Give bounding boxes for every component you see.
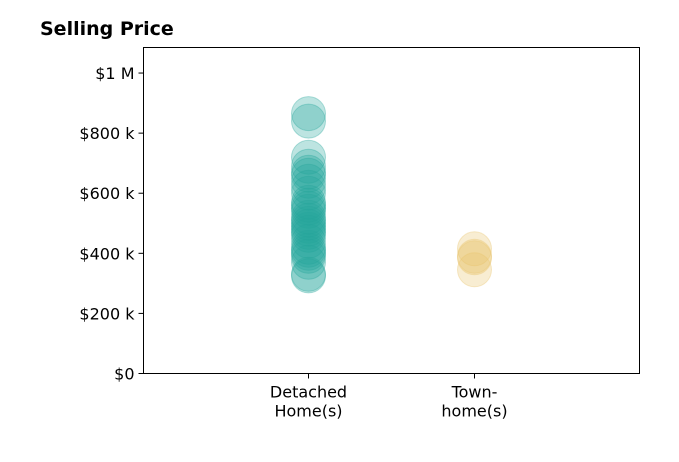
plot-area-frame bbox=[143, 47, 640, 374]
data-points bbox=[291, 96, 492, 294]
data-point bbox=[291, 232, 326, 268]
data-point bbox=[291, 96, 326, 132]
data-point bbox=[457, 238, 492, 274]
y-tick-label: $800 k bbox=[79, 124, 135, 143]
x-tick-label-line: Detached bbox=[270, 383, 347, 402]
data-point bbox=[291, 187, 326, 223]
x-tick-label-line: Home(s) bbox=[274, 402, 342, 421]
data-point bbox=[457, 240, 492, 276]
data-point bbox=[291, 103, 326, 139]
data-point bbox=[291, 184, 326, 220]
x-tick-label: Town-home(s) bbox=[441, 383, 507, 421]
data-point bbox=[291, 154, 326, 190]
data-point bbox=[291, 229, 326, 265]
data-point bbox=[291, 190, 326, 226]
data-point bbox=[291, 208, 326, 244]
data-point bbox=[291, 214, 326, 250]
data-point bbox=[291, 175, 326, 211]
data-point bbox=[291, 238, 326, 274]
y-tick-label: $0 bbox=[114, 365, 134, 384]
data-point bbox=[291, 199, 326, 235]
data-point bbox=[457, 252, 492, 288]
x-tick-label: Detached Home(s) bbox=[270, 383, 347, 421]
data-point bbox=[291, 202, 326, 238]
data-point bbox=[291, 211, 326, 247]
y-axis: $0 $200 k $400 k $600 k $800 k $1 M bbox=[79, 64, 144, 384]
y-tick-label: $1 M bbox=[95, 64, 134, 83]
x-tick-label-line: home(s) bbox=[441, 402, 507, 421]
data-point bbox=[291, 169, 326, 205]
data-point bbox=[291, 244, 326, 280]
data-point bbox=[291, 148, 326, 184]
data-point bbox=[291, 223, 326, 259]
data-point bbox=[291, 157, 326, 193]
data-point bbox=[291, 139, 326, 175]
chart-title: Selling Price bbox=[40, 18, 174, 40]
y-tick-label: $200 k bbox=[79, 304, 135, 323]
x-tick-label-line: Town- bbox=[451, 383, 498, 402]
x-axis: Detached Home(s) Town-home(s) bbox=[270, 373, 508, 421]
y-tick-label: $600 k bbox=[79, 184, 135, 203]
data-point bbox=[291, 163, 326, 199]
data-point bbox=[291, 256, 326, 292]
data-point bbox=[291, 235, 326, 271]
data-point bbox=[291, 258, 326, 294]
data-point bbox=[457, 231, 492, 267]
data-point bbox=[291, 193, 326, 229]
data-point bbox=[291, 217, 326, 253]
y-tick-label: $400 k bbox=[79, 244, 135, 263]
data-point bbox=[291, 205, 326, 241]
